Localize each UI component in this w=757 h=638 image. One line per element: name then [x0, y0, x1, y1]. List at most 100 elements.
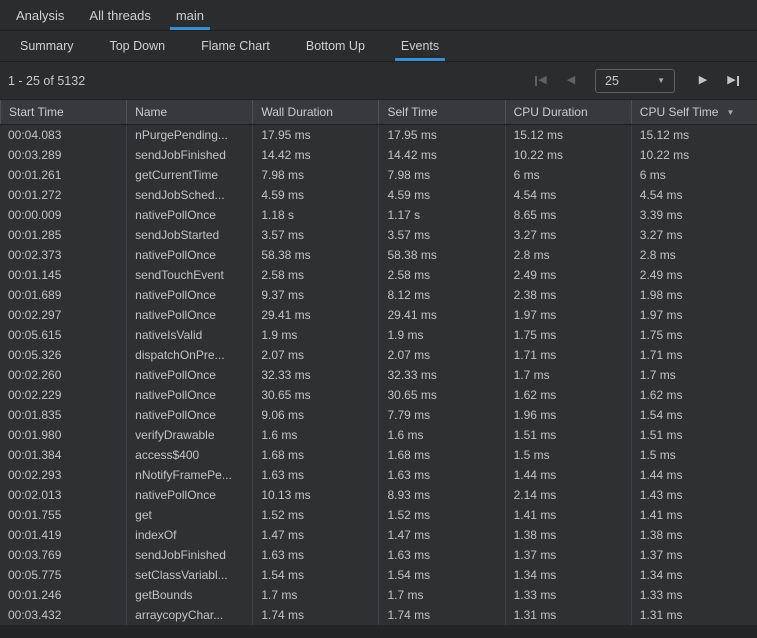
table-row[interactable]: 00:01.145 sendTouchEvent 2.58 ms 2.58 ms…	[0, 265, 757, 285]
table-row[interactable]: 00:00.009 nativePollOnce 1.18 s 1.17 s 8…	[0, 205, 757, 225]
cell-start-time: 00:02.293	[8, 468, 62, 482]
view-tab[interactable]: Top Down	[103, 31, 171, 61]
table-row[interactable]: 00:05.326 dispatchOnPre... 2.07 ms 2.07 …	[0, 345, 757, 365]
cell-start-time: 00:02.013	[8, 488, 62, 502]
cell-self-time: 8.12 ms	[378, 285, 504, 305]
table-row[interactable]: 00:01.419 indexOf 1.47 ms 1.47 ms 1.38 m…	[0, 525, 757, 545]
column-header[interactable]: CPU Self Time ▼	[630, 100, 757, 124]
cell-name: getCurrentTime	[126, 165, 252, 185]
cell-name: nativePollOnce	[126, 305, 252, 325]
thread-tab-label: Analysis	[16, 7, 65, 23]
cell-start-time: 00:03.769	[8, 548, 62, 562]
view-tabs: Summary Top Down Flame Chart Bottom Up E…	[0, 31, 757, 62]
cell-wall-duration: 9.06 ms	[252, 405, 378, 425]
table-row[interactable]: 00:01.689 nativePollOnce 9.37 ms 8.12 ms…	[0, 285, 757, 305]
cell-self-time: 1.17 s	[378, 205, 504, 225]
cell-cpu-self-time: 1.54 ms	[630, 405, 757, 425]
cell-self-time: 1.6 ms	[378, 425, 504, 445]
cell-wall-duration: 29.41 ms	[252, 305, 378, 325]
column-header-label: Start Time	[9, 105, 64, 119]
cell-start-time: 00:03.289	[8, 148, 62, 162]
cell-cpu-duration: 1.44 ms	[504, 465, 631, 485]
page-size-dropdown[interactable]: 25 ▼	[595, 68, 675, 93]
column-header[interactable]: Start Time ▼	[0, 100, 126, 124]
table-row[interactable]: 00:04.083 nPurgePending... 17.95 ms 17.9…	[0, 125, 757, 145]
next-page-button[interactable]: ▶	[691, 69, 715, 93]
cell-name: nativePollOnce	[126, 205, 252, 225]
cell-cpu-duration: 1.34 ms	[504, 565, 631, 585]
cell-name: setClassVariabl...	[126, 565, 252, 585]
cell-cpu-self-time: 10.22 ms	[630, 145, 757, 165]
cell-name: nativePollOnce	[126, 365, 252, 385]
cell-cpu-self-time: 1.37 ms	[630, 545, 757, 565]
column-header[interactable]: Self Time ▼	[378, 100, 504, 124]
cell-wall-duration: 1.74 ms	[252, 605, 378, 625]
next-page-icon: ▶	[698, 74, 708, 86]
column-header-label: CPU Self Time	[639, 105, 719, 119]
last-page-button[interactable]: ▶	[721, 69, 745, 93]
cell-wall-duration: 2.07 ms	[252, 345, 378, 365]
cell-start-time: 00:03.432	[8, 608, 62, 622]
cell-cpu-duration: 1.41 ms	[504, 505, 631, 525]
table-row[interactable]: 00:01.272 sendJobSched... 4.59 ms 4.59 m…	[0, 185, 757, 205]
cell-start-time: 00:01.246	[8, 588, 62, 602]
cell-cpu-duration: 1.96 ms	[504, 405, 631, 425]
cell-wall-duration: 1.52 ms	[252, 505, 378, 525]
first-page-triangle-icon: ◀	[538, 74, 547, 86]
cell-start-time: 00:01.285	[8, 228, 62, 242]
table-row[interactable]: 00:02.013 nativePollOnce 10.13 ms 8.93 m…	[0, 485, 757, 505]
table-row[interactable]: 00:02.297 nativePollOnce 29.41 ms 29.41 …	[0, 305, 757, 325]
table-row[interactable]: 00:02.373 nativePollOnce 58.38 ms 58.38 …	[0, 245, 757, 265]
table-row[interactable]: 00:02.293 nNotifyFramePe... 1.63 ms 1.63…	[0, 465, 757, 485]
cell-start-time: 00:00.009	[8, 208, 62, 222]
table-row[interactable]: 00:01.384 access$400 1.68 ms 1.68 ms 1.5…	[0, 445, 757, 465]
column-header[interactable]: Name ▼	[126, 100, 252, 124]
cell-name: arraycopyChar...	[126, 605, 252, 625]
cell-self-time: 2.07 ms	[378, 345, 504, 365]
cell-cpu-self-time: 3.27 ms	[630, 225, 757, 245]
thread-tab[interactable]: All threads	[83, 0, 156, 30]
table-row[interactable]: 00:03.432 arraycopyChar... 1.74 ms 1.74 …	[0, 605, 757, 625]
view-tab[interactable]: Summary	[14, 31, 79, 61]
table-row[interactable]: 00:01.285 sendJobStarted 3.57 ms 3.57 ms…	[0, 225, 757, 245]
column-header[interactable]: CPU Duration ▼	[504, 100, 631, 124]
table-row[interactable]: 00:05.615 nativeIsValid 1.9 ms 1.9 ms 1.…	[0, 325, 757, 345]
cell-cpu-self-time: 1.62 ms	[630, 385, 757, 405]
thread-tab[interactable]: Analysis	[10, 0, 70, 30]
cell-cpu-self-time: 1.7 ms	[630, 365, 757, 385]
view-tab[interactable]: Bottom Up	[300, 31, 371, 61]
cell-wall-duration: 3.57 ms	[252, 225, 378, 245]
first-page-button[interactable]: ◀	[529, 69, 553, 93]
table-row[interactable]: 00:01.835 nativePollOnce 9.06 ms 7.79 ms…	[0, 405, 757, 425]
table-row[interactable]: 00:02.229 nativePollOnce 30.65 ms 30.65 …	[0, 385, 757, 405]
cell-cpu-duration: 1.7 ms	[504, 365, 631, 385]
cell-cpu-self-time: 1.38 ms	[630, 525, 757, 545]
column-header-label: Wall Duration	[261, 105, 333, 119]
cell-start-time: 00:01.384	[8, 448, 62, 462]
cell-start-time: 00:05.615	[8, 328, 62, 342]
table-row[interactable]: 00:01.980 verifyDrawable 1.6 ms 1.6 ms 1…	[0, 425, 757, 445]
table-row[interactable]: 00:01.755 get 1.52 ms 1.52 ms 1.41 ms 1.…	[0, 505, 757, 525]
table-row[interactable]: 00:01.261 getCurrentTime 7.98 ms 7.98 ms…	[0, 165, 757, 185]
view-tab[interactable]: Events	[394, 31, 446, 61]
table-row[interactable]: 00:02.260 nativePollOnce 32.33 ms 32.33 …	[0, 365, 757, 385]
cell-cpu-self-time: 1.75 ms	[630, 325, 757, 345]
table-row[interactable]: 00:01.246 getBounds 1.7 ms 1.7 ms 1.33 m…	[0, 585, 757, 605]
cell-name: access$400	[126, 445, 252, 465]
cell-self-time: 1.7 ms	[378, 585, 504, 605]
view-tab-label: Top Down	[109, 39, 166, 53]
previous-page-button[interactable]: ◀	[559, 69, 583, 93]
table-row[interactable]: 00:03.289 sendJobFinished 14.42 ms 14.42…	[0, 145, 757, 165]
cell-cpu-duration: 2.49 ms	[504, 265, 631, 285]
cell-cpu-duration: 2.14 ms	[504, 485, 631, 505]
cell-name: get	[126, 505, 252, 525]
cell-self-time: 58.38 ms	[378, 245, 504, 265]
table-row[interactable]: 00:05.775 setClassVariabl... 1.54 ms 1.5…	[0, 565, 757, 585]
thread-tab[interactable]: main	[169, 0, 211, 30]
table-row[interactable]: 00:03.769 sendJobFinished 1.63 ms 1.63 m…	[0, 545, 757, 565]
view-tab[interactable]: Flame Chart	[195, 31, 276, 61]
cell-cpu-self-time: 1.34 ms	[630, 565, 757, 585]
column-header[interactable]: Wall Duration ▼	[252, 100, 378, 124]
cell-wall-duration: 9.37 ms	[252, 285, 378, 305]
cell-wall-duration: 4.59 ms	[252, 185, 378, 205]
